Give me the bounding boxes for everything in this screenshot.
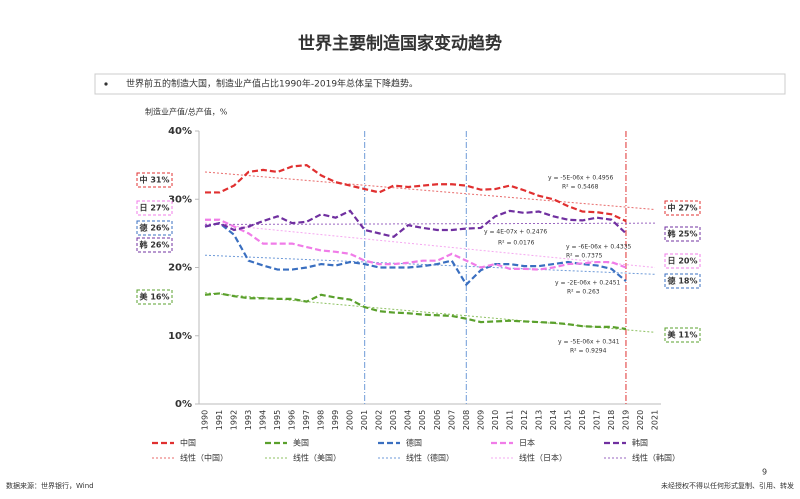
x-tick-label: 1992 xyxy=(230,410,239,430)
chart-title: 世界主要制造国家变动趋势 xyxy=(298,33,502,54)
x-tick-label: 1996 xyxy=(288,410,297,430)
trend-line xyxy=(204,171,656,210)
x-tick-label: 2004 xyxy=(404,410,413,430)
annotation: y = -6E-06x + 0.4335 xyxy=(566,244,632,251)
x-tick-label: 2018 xyxy=(607,410,616,430)
callout-label: 中 27% xyxy=(668,203,698,213)
y-tick-label: 0% xyxy=(175,399,192,410)
bullet xyxy=(104,82,108,86)
trend-line xyxy=(204,222,656,268)
x-tick-label: 2006 xyxy=(433,410,442,430)
series-line xyxy=(204,292,627,331)
trend-line xyxy=(204,222,656,226)
series-line xyxy=(205,218,627,271)
legend-label: 线性（中国） xyxy=(180,453,228,463)
callout-label: 韩 25% xyxy=(668,229,698,239)
x-tick-label: 1995 xyxy=(273,410,282,430)
subtitle-box xyxy=(94,73,786,95)
x-tick-label: 2003 xyxy=(389,410,398,430)
subtitle: 世界前五的制造大国，制造业产值占比1990年-2019年总体呈下降趋势。 xyxy=(126,78,418,90)
callout-box xyxy=(136,200,173,216)
x-tick-label: 2012 xyxy=(520,410,529,430)
legend-label: 线性（美国） xyxy=(293,453,341,463)
x-tick-label: 2005 xyxy=(418,410,427,430)
x-tick-label: 2007 xyxy=(447,410,456,430)
x-tick-label: 1997 xyxy=(302,410,311,430)
callout-box xyxy=(664,200,701,216)
series-line xyxy=(204,209,627,238)
legend-label: 线性（韩国） xyxy=(632,453,680,463)
x-tick-label: 2020 xyxy=(636,410,645,430)
annotation: y = -5E-06x + 0.341 xyxy=(558,339,620,346)
x-tick-label: 2015 xyxy=(563,410,572,430)
callout-label: 韩 26% xyxy=(140,240,170,250)
y-tick-label: 20% xyxy=(168,263,192,274)
x-tick-label: 1991 xyxy=(215,410,224,430)
x-tick-label: 2014 xyxy=(549,410,558,430)
annotation: y = -2E-06x + 0.2451 xyxy=(555,280,621,287)
y-tick-label: 30% xyxy=(168,194,192,205)
x-tick-label: 2002 xyxy=(375,410,384,430)
x-tick-label: 2010 xyxy=(491,410,500,430)
x-tick-label: 2001 xyxy=(360,410,369,430)
annotation: R² = 0.263 xyxy=(567,289,600,296)
callout-label: 美 16% xyxy=(140,292,170,302)
callout-box xyxy=(664,273,701,289)
annotation: y = -5E-06x + 0.4956 xyxy=(548,175,614,182)
legend-label: 线性（德国） xyxy=(406,453,454,463)
series-line xyxy=(204,221,627,287)
x-tick-label: 1998 xyxy=(317,410,326,430)
x-tick-label: 1993 xyxy=(244,410,253,430)
callout-label: 德 18% xyxy=(668,276,698,286)
x-tick-label: 2017 xyxy=(592,410,601,430)
legend-label: 美国 xyxy=(293,438,309,448)
x-tick-label: 1990 xyxy=(201,410,210,430)
callout-box xyxy=(136,237,173,253)
page-number: 9 xyxy=(762,468,767,477)
notice: 未经授权不得以任何形式复制、引用、转发 xyxy=(661,481,794,490)
legend-label: 日本 xyxy=(519,438,535,448)
x-tick-label: 2016 xyxy=(578,410,587,430)
x-tick-label: 2013 xyxy=(534,410,543,430)
series-line xyxy=(205,163,627,223)
annotation: R² = 0.0176 xyxy=(498,240,535,247)
callout-label: 日 27% xyxy=(140,204,170,213)
legend-label: 韩国 xyxy=(632,438,648,448)
y-tick-label: 40% xyxy=(168,126,192,137)
callout-box xyxy=(136,289,173,305)
annotation: R² = 0.7375 xyxy=(566,253,603,260)
annotation: R² = 0.5468 xyxy=(562,184,599,191)
y-tick-label: 10% xyxy=(168,331,192,342)
annotation: y = 4E-07x + 0.2476 xyxy=(484,229,547,236)
x-tick-label: 1999 xyxy=(331,410,340,430)
legend-label: 德国 xyxy=(406,438,422,448)
y-axis-label: 制造业产值/总产值，% xyxy=(145,107,228,117)
callout-box xyxy=(664,226,701,242)
legend-label: 中国 xyxy=(180,438,196,448)
callout-box xyxy=(136,220,173,236)
callout-box xyxy=(664,327,701,343)
annotation: R² = 0.9294 xyxy=(570,348,607,355)
source: 数据来源：世界银行，Wind xyxy=(6,481,94,490)
callout-box xyxy=(664,253,701,269)
callout-label: 德 26% xyxy=(140,223,170,233)
x-tick-label: 2000 xyxy=(346,410,355,430)
x-tick-label: 2019 xyxy=(621,410,630,430)
callout-label: 美 11% xyxy=(668,330,698,340)
callout-box xyxy=(136,172,173,188)
callout-label: 日 20% xyxy=(668,257,698,266)
x-tick-label: 1994 xyxy=(259,410,268,430)
x-tick-label: 2009 xyxy=(476,410,485,430)
x-tick-label: 2008 xyxy=(462,410,471,430)
x-tick-label: 2021 xyxy=(651,410,660,430)
callout-label: 中 31% xyxy=(140,175,170,185)
legend-label: 线性（日本） xyxy=(519,453,567,463)
x-tick-label: 2011 xyxy=(505,410,514,430)
